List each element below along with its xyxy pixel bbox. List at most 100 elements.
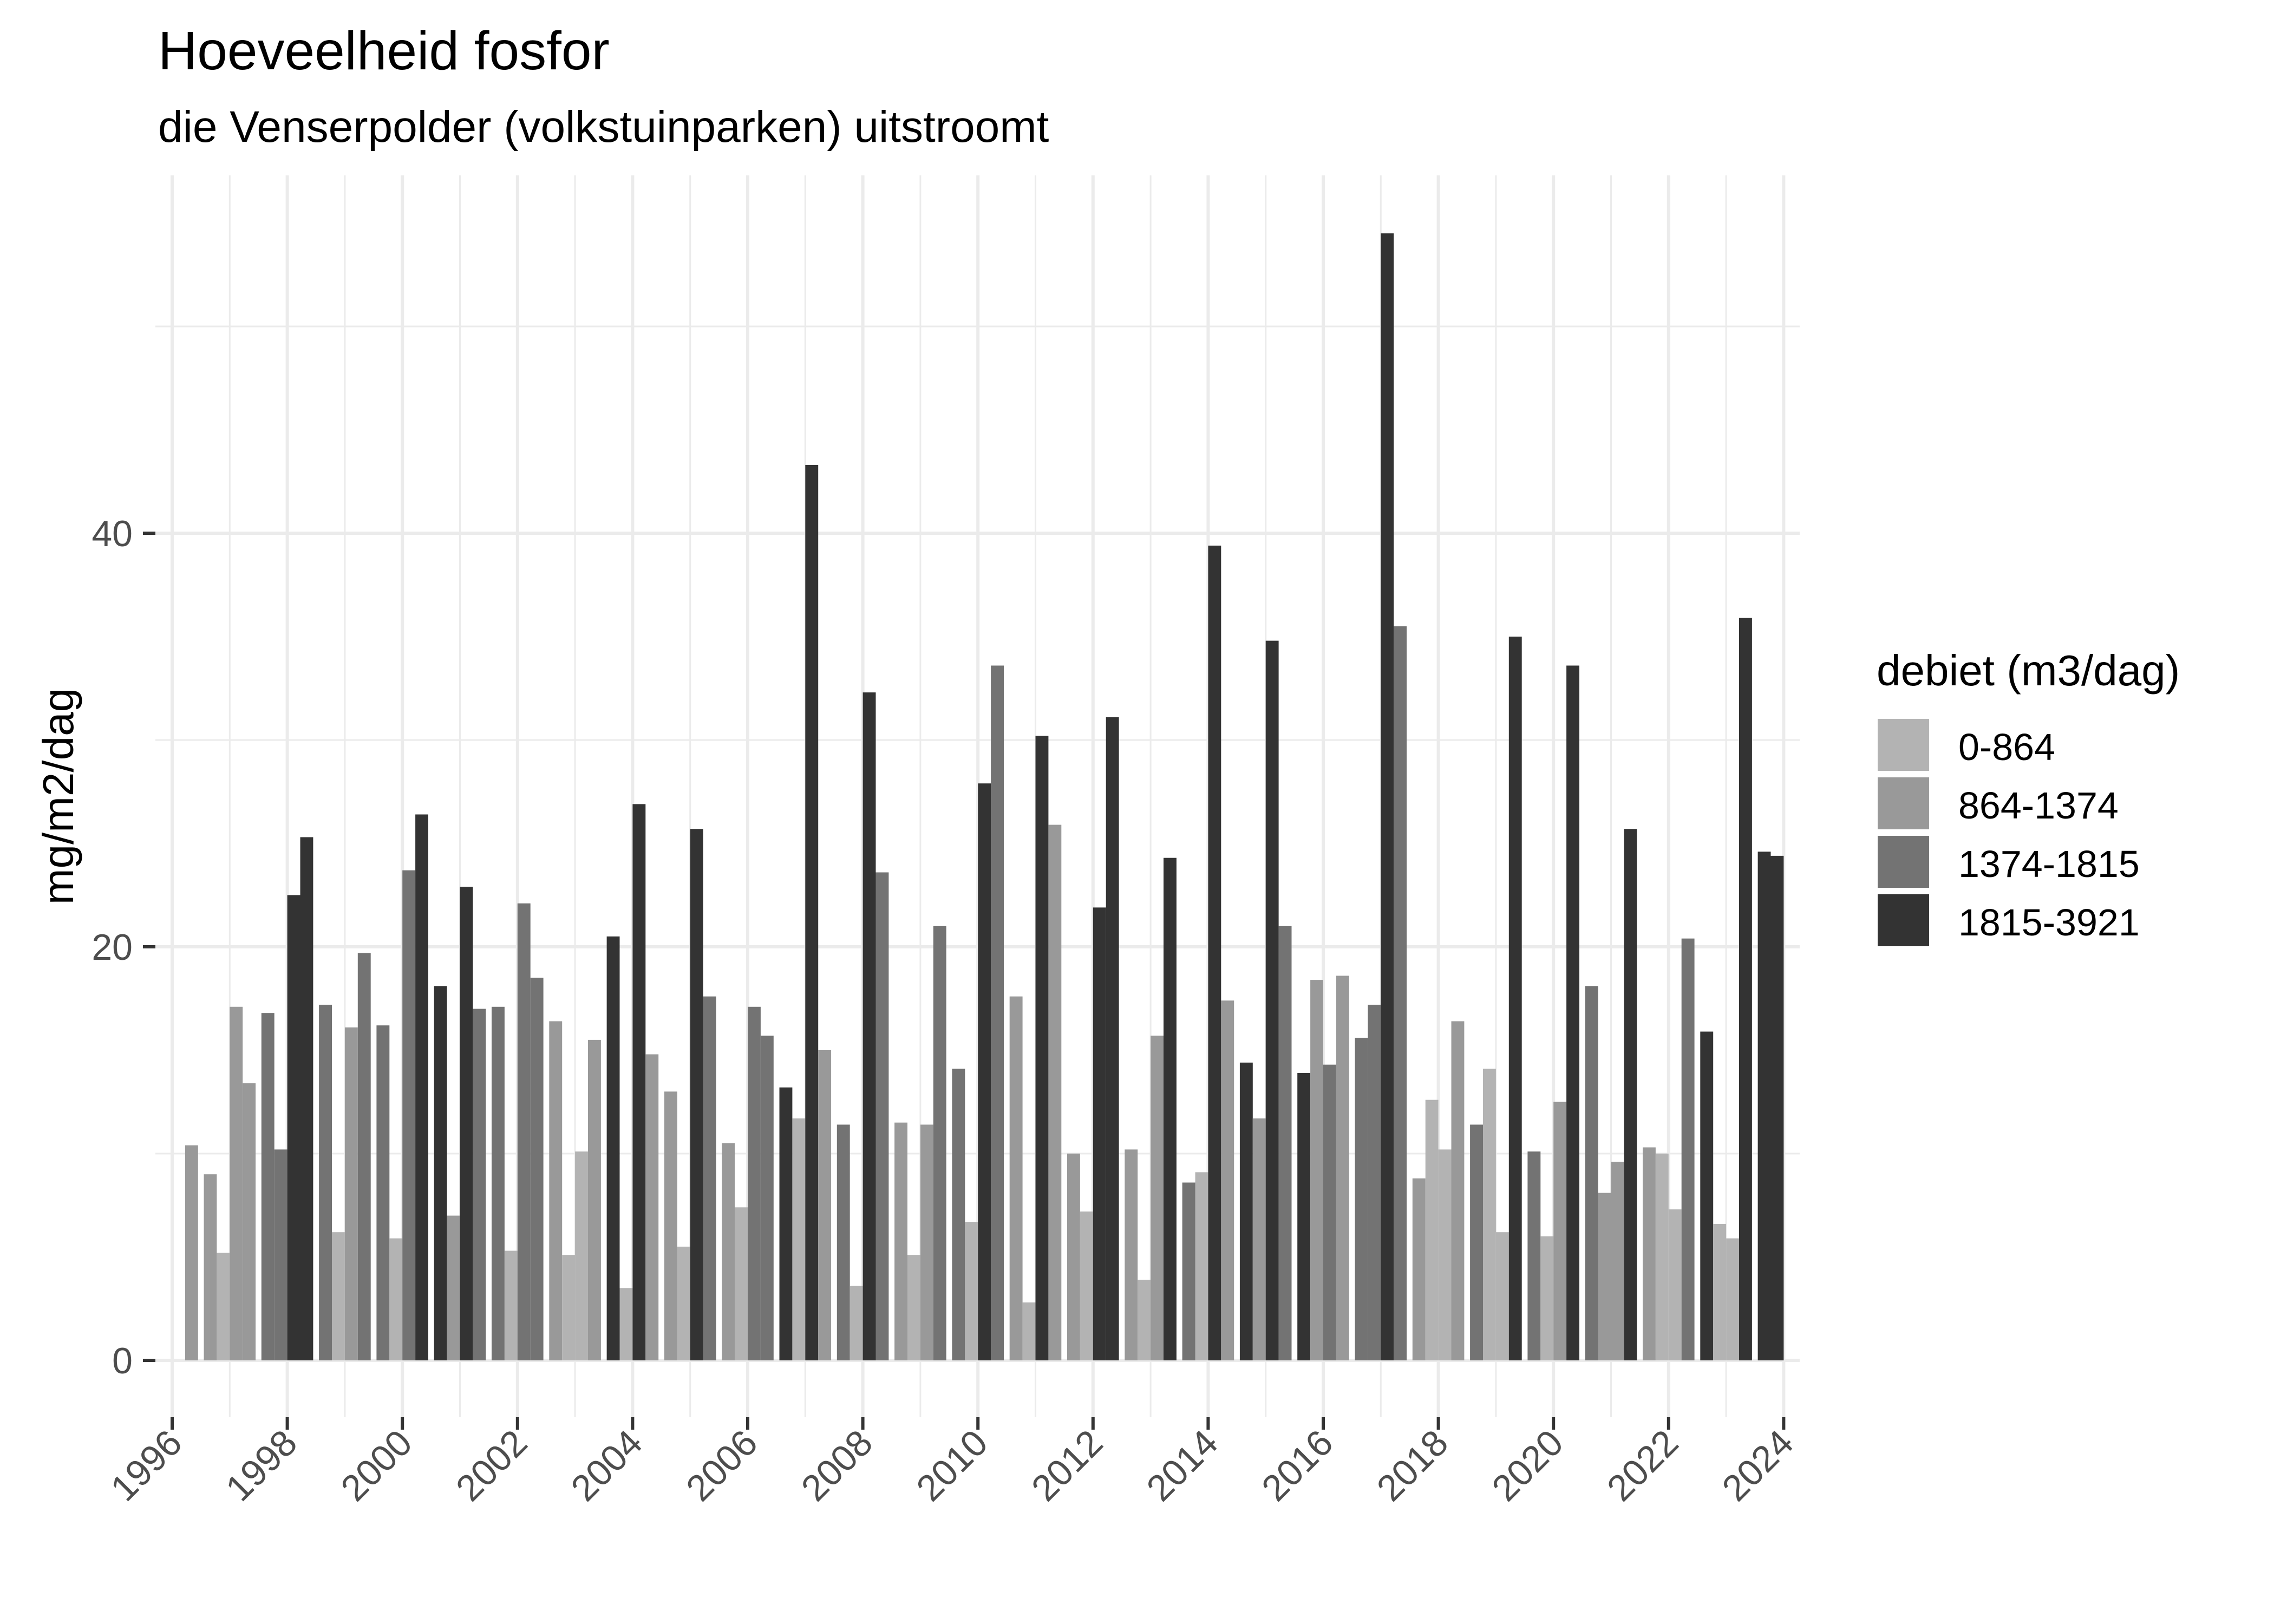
bar bbox=[1208, 545, 1221, 1360]
y-tick-label: 40 bbox=[92, 513, 133, 554]
y-axis-title: mg/m2/dag bbox=[34, 688, 82, 905]
bar bbox=[1598, 1193, 1611, 1360]
bar bbox=[1080, 1212, 1093, 1360]
bar bbox=[1195, 1172, 1208, 1360]
bar bbox=[243, 1083, 256, 1360]
bar bbox=[389, 1238, 403, 1360]
bar bbox=[1700, 1031, 1714, 1360]
bar bbox=[1739, 618, 1752, 1360]
bar bbox=[1495, 1232, 1509, 1360]
bar bbox=[1540, 1236, 1554, 1360]
bar bbox=[1668, 1209, 1682, 1360]
legend-label: 0-864 bbox=[1958, 726, 2055, 768]
bar bbox=[978, 783, 991, 1360]
bar bbox=[1412, 1178, 1426, 1360]
bar bbox=[204, 1174, 217, 1360]
bar bbox=[1297, 1073, 1311, 1360]
bar bbox=[274, 1149, 287, 1360]
bar bbox=[492, 1006, 505, 1360]
bar bbox=[504, 1250, 518, 1360]
bar bbox=[185, 1145, 198, 1360]
bar bbox=[920, 1124, 933, 1360]
bar bbox=[1221, 1000, 1234, 1360]
bar bbox=[447, 1215, 460, 1360]
bar bbox=[748, 1006, 761, 1360]
bar bbox=[1093, 907, 1106, 1360]
bar bbox=[1713, 1223, 1727, 1360]
bar bbox=[965, 1222, 978, 1360]
bar bbox=[1252, 1118, 1266, 1360]
bar bbox=[300, 837, 313, 1360]
y-tick-label: 0 bbox=[112, 1340, 133, 1381]
bars bbox=[185, 233, 1784, 1360]
bar bbox=[805, 464, 819, 1360]
bar bbox=[217, 1253, 230, 1360]
bar bbox=[1611, 1162, 1624, 1360]
bar bbox=[1451, 1021, 1465, 1360]
legend-label: 1374-1815 bbox=[1958, 843, 2140, 885]
bar bbox=[1022, 1302, 1036, 1360]
bar bbox=[1106, 717, 1119, 1360]
bar bbox=[862, 692, 876, 1360]
bar bbox=[1310, 980, 1323, 1360]
bar bbox=[402, 870, 416, 1360]
bar bbox=[1681, 938, 1695, 1360]
bar bbox=[1425, 1099, 1439, 1360]
bar bbox=[1035, 736, 1049, 1360]
bar bbox=[1438, 1149, 1452, 1360]
bar bbox=[1566, 665, 1579, 1360]
bar bbox=[1048, 824, 1062, 1360]
bar bbox=[588, 1039, 601, 1360]
bar bbox=[1757, 852, 1771, 1360]
bar bbox=[357, 953, 371, 1360]
chart-subtitle: die Venserpolder (volkstuinparken) uitst… bbox=[158, 102, 1049, 152]
y-tick-label: 20 bbox=[92, 927, 133, 968]
bar bbox=[1138, 1280, 1151, 1360]
legend-key bbox=[1878, 719, 1929, 771]
bar bbox=[933, 926, 946, 1360]
bar bbox=[1182, 1182, 1195, 1360]
bar bbox=[779, 1087, 793, 1360]
bar bbox=[1278, 926, 1292, 1360]
legend-label: 864-1374 bbox=[1958, 784, 2119, 827]
bar bbox=[434, 986, 447, 1360]
bar bbox=[677, 1246, 690, 1360]
bar bbox=[1009, 996, 1023, 1360]
legend-key bbox=[1878, 777, 1929, 829]
bar bbox=[991, 665, 1004, 1360]
bar bbox=[1355, 1038, 1368, 1360]
bar bbox=[530, 978, 544, 1360]
bar bbox=[332, 1232, 345, 1360]
bar bbox=[632, 804, 646, 1360]
legend-key bbox=[1878, 836, 1929, 888]
bar bbox=[1394, 626, 1407, 1360]
bar bbox=[1770, 855, 1784, 1360]
bar bbox=[1527, 1151, 1541, 1360]
legend-key bbox=[1878, 894, 1929, 946]
bar bbox=[319, 1005, 332, 1360]
bar bbox=[230, 1006, 243, 1360]
bar bbox=[645, 1054, 659, 1360]
bar bbox=[1585, 986, 1598, 1360]
bar bbox=[619, 1288, 633, 1360]
bar bbox=[875, 872, 889, 1360]
bar bbox=[261, 1013, 275, 1360]
bar bbox=[460, 887, 473, 1360]
legend: debiet (m3/dag) 0-864 864-1374 1374-1815 18… bbox=[1877, 646, 2180, 946]
bar bbox=[1239, 1062, 1253, 1360]
bar bbox=[1381, 233, 1394, 1360]
bar bbox=[1151, 1036, 1164, 1360]
bar bbox=[818, 1050, 832, 1360]
bar bbox=[606, 936, 620, 1360]
bar bbox=[690, 829, 703, 1360]
bar bbox=[562, 1255, 576, 1360]
bar bbox=[344, 1027, 358, 1360]
bar bbox=[894, 1122, 907, 1360]
bar bbox=[575, 1151, 588, 1360]
bar bbox=[1067, 1154, 1080, 1360]
y-axis: 0 20 40 bbox=[92, 513, 155, 1381]
bar bbox=[1125, 1149, 1138, 1360]
bar bbox=[907, 1255, 920, 1360]
bar bbox=[1265, 640, 1279, 1360]
